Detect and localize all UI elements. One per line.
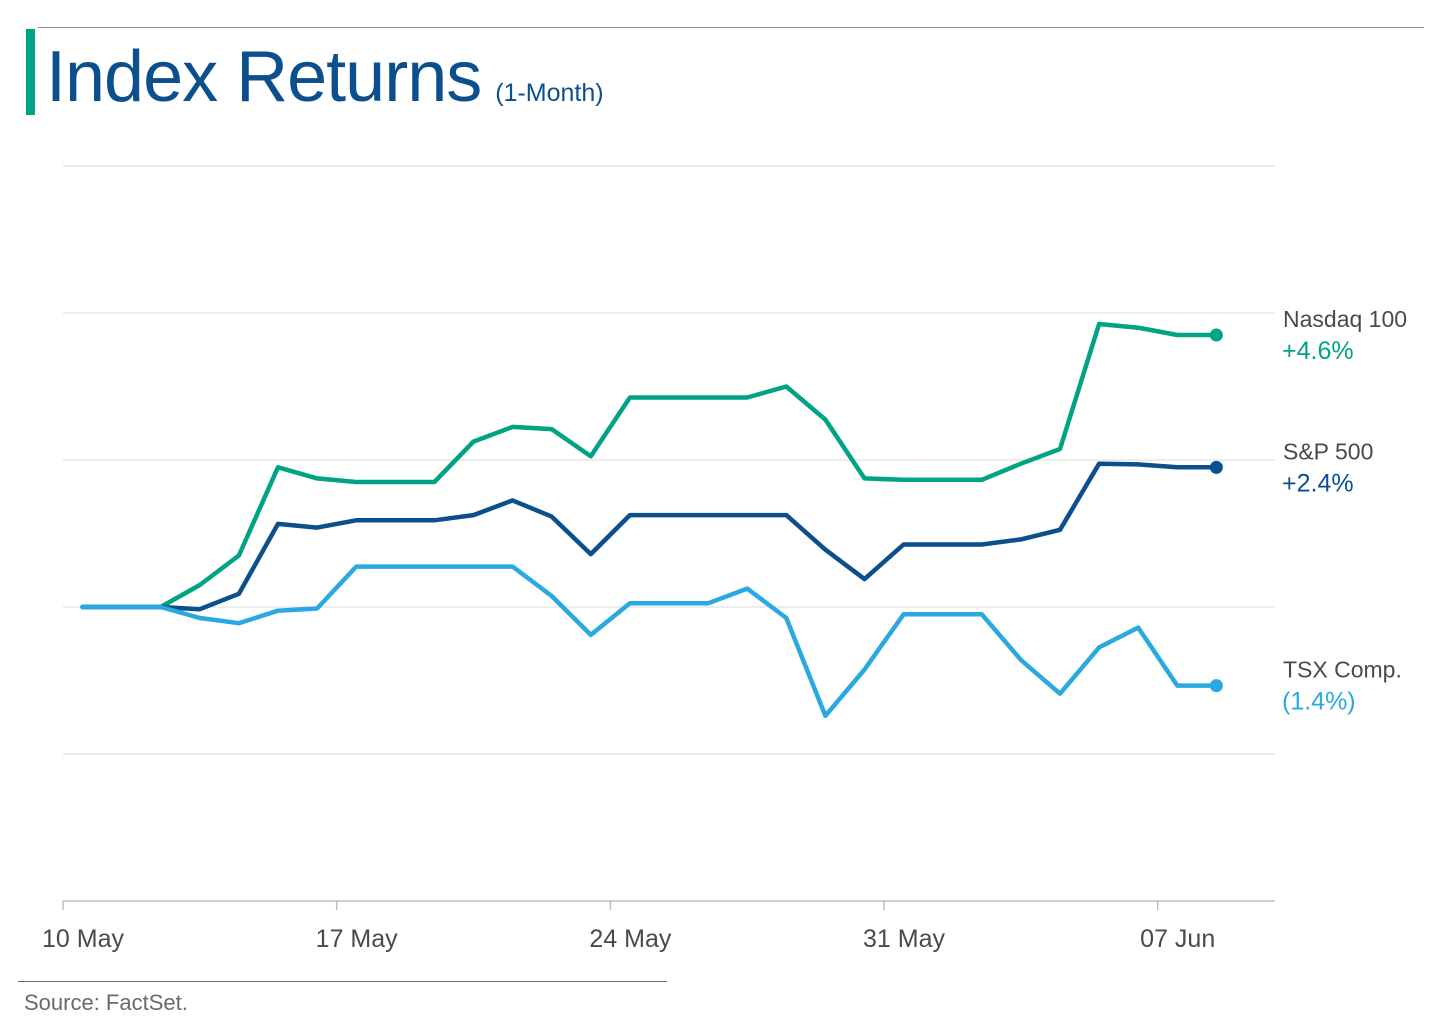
series-name-label: Nasdaq 100 bbox=[1283, 306, 1407, 332]
series-name-label: S&P 500 bbox=[1283, 438, 1373, 464]
series-line bbox=[80, 564, 1219, 719]
series-change-label: (1.4%) bbox=[1282, 688, 1356, 716]
series-lines bbox=[80, 321, 1223, 719]
source-rule bbox=[18, 981, 667, 982]
series-change-label: +2.4% bbox=[1282, 469, 1354, 497]
series-name-label: TSX Comp. bbox=[1283, 657, 1402, 683]
title-accent-bar bbox=[26, 29, 35, 115]
top-rule bbox=[38, 27, 1424, 28]
x-tick-label: 10 May bbox=[42, 925, 124, 953]
series-end-marker bbox=[1209, 460, 1223, 474]
series-change-label: +4.6% bbox=[1282, 337, 1354, 365]
series-labels: Nasdaq 100 +4.6% S&P 500 +2.4% TSX Comp. (1.4… bbox=[1282, 306, 1407, 716]
chart-subtitle: (1-Month) bbox=[495, 79, 604, 107]
series-line bbox=[80, 461, 1219, 612]
chart-title: Index Returns bbox=[46, 37, 482, 117]
x-tick-label: 07 Jun bbox=[1140, 925, 1215, 953]
gridlines bbox=[63, 165, 1275, 755]
source-note: Source: FactSet. bbox=[24, 990, 188, 1015]
x-tick-label: 24 May bbox=[589, 925, 671, 953]
title-block: Index Returns (1-Month) bbox=[46, 36, 604, 118]
x-tick-label: 31 May bbox=[863, 925, 945, 953]
series-end-marker bbox=[1209, 679, 1223, 693]
series-line bbox=[80, 321, 1219, 610]
x-axis: 10 May 17 May 24 May 31 May 07 Jun bbox=[42, 900, 1275, 953]
x-tick-label: 17 May bbox=[316, 925, 398, 953]
series-end-marker bbox=[1209, 328, 1223, 342]
